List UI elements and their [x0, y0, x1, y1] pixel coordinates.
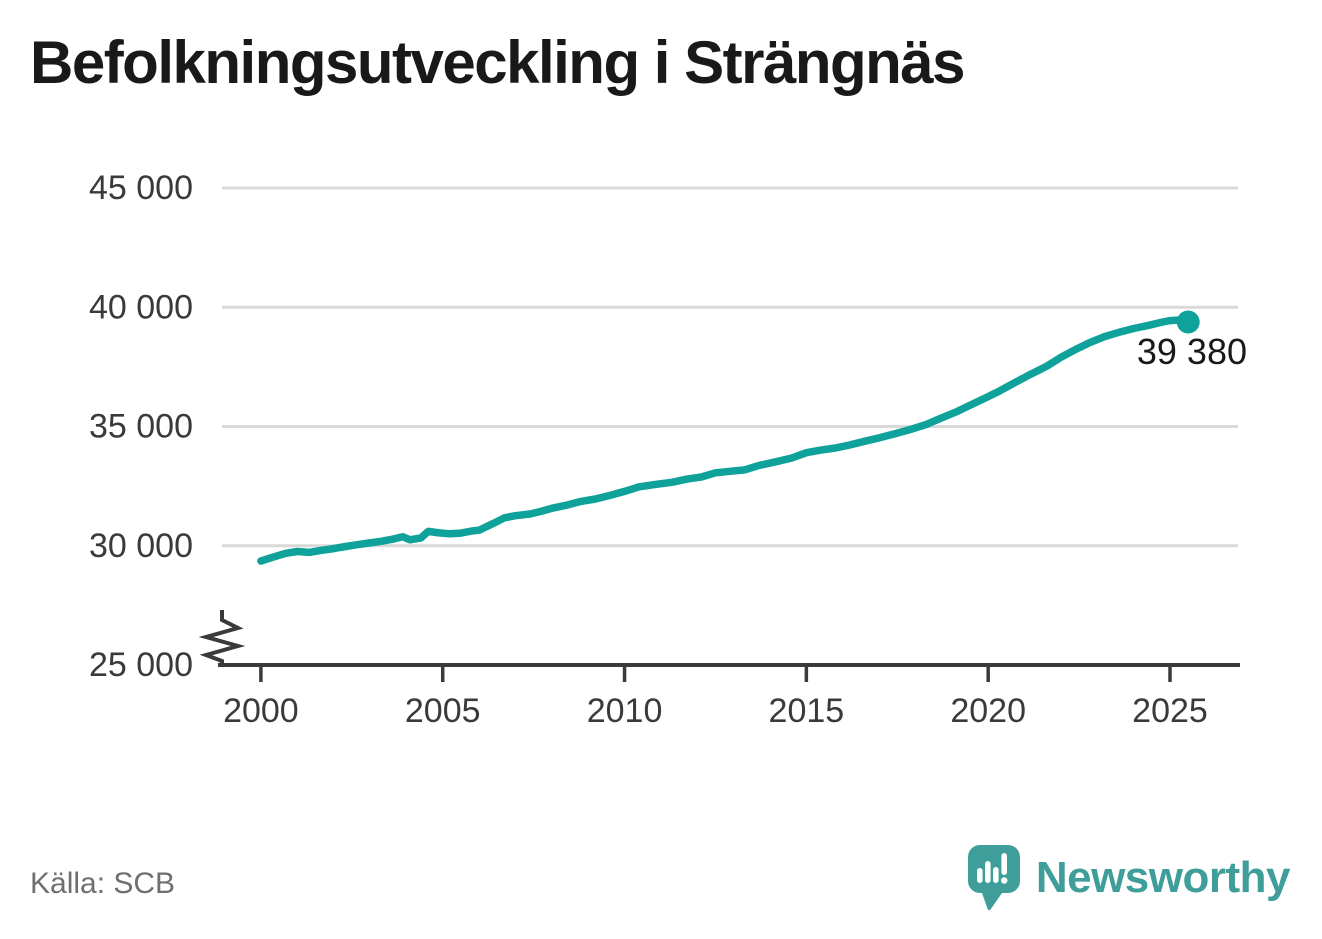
brand-name: Newsworthy — [1035, 853, 1291, 902]
x-axis-labels: 2000 2005 2010 2015 2020 2025 — [223, 692, 1208, 730]
source-caption: Källa: SCB — [30, 867, 176, 900]
brand-footer: Newsworthy — [967, 845, 1291, 911]
gridlines — [222, 186, 1238, 548]
logo-bar-1 — [976, 868, 983, 883]
newsworthy-logo-icon — [967, 845, 1020, 911]
x-tick-label: 2020 — [950, 692, 1026, 730]
x-tick-label: 2005 — [405, 692, 481, 730]
logo-exclamation-bar — [1001, 853, 1007, 875]
x-tick-label: 2000 — [223, 692, 299, 730]
x-tick-label: 2010 — [587, 692, 663, 730]
x-axis — [218, 663, 1240, 682]
y-tick-label: 45 000 — [89, 169, 193, 207]
y-tick-label: 35 000 — [89, 408, 193, 446]
y-tick-label: 25 000 — [89, 646, 193, 684]
y-axis-break-icon — [198, 610, 246, 667]
logo-bar-2 — [984, 861, 991, 883]
x-tick-label: 2025 — [1132, 692, 1208, 730]
logo-bar-3 — [992, 867, 999, 883]
logo-exclamation-dot — [1000, 877, 1008, 884]
y-tick-label: 40 000 — [89, 288, 193, 326]
data-series — [257, 310, 1200, 565]
y-tick-label: 30 000 — [89, 527, 193, 565]
y-axis-labels: 45 000 40 000 35 000 30 000 25 000 — [89, 169, 193, 684]
x-tick-label: 2015 — [769, 692, 845, 730]
population-line — [257, 316, 1192, 565]
latest-value-dot — [1176, 310, 1200, 334]
chart-title: Befolkningsutveckling i Strängnäs — [30, 29, 966, 96]
axis-break-zigzag — [198, 610, 246, 667]
latest-value-label: 39 380 — [1136, 331, 1247, 372]
